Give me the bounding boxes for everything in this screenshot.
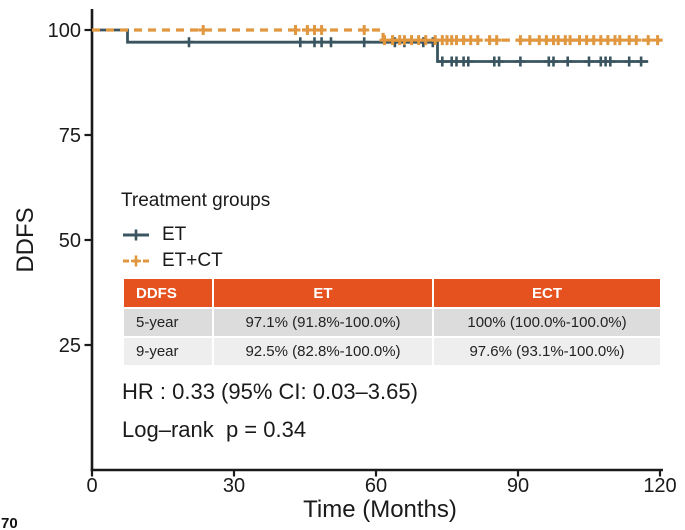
clipped-corner-text: 70: [1, 516, 18, 530]
survival-curve-et: [92, 28, 649, 63]
x-tick-label: 30: [223, 475, 245, 497]
legend-label-et: ET: [162, 224, 187, 245]
table-row-5year-et: 97.1% (91.8%-100.0%): [214, 309, 432, 336]
table-row-9year-ect: 97.6% (93.1%-100.0%): [434, 338, 660, 365]
censor-marks-et: [184, 37, 647, 67]
table-header-et: ET: [214, 279, 432, 307]
x-tick-label: 0: [86, 475, 97, 497]
stats-table: DDFS ET ECT 5-year 97.1% (91.8%-100.0%) …: [124, 279, 660, 365]
y-tick-label: 25: [59, 335, 81, 357]
et-key-plus-icon: [131, 229, 141, 241]
legend-title: Treatment groups: [121, 190, 271, 211]
table-header-ddfs: DDFS: [124, 279, 212, 307]
log-rank-text: Log–rank p = 0.34: [122, 417, 307, 442]
table-row-9year-label: 9-year: [124, 338, 212, 365]
et-solid-line-key-icon: [123, 229, 149, 241]
etct-key-plus-icon: [131, 255, 141, 267]
censor-marks-etct: [198, 25, 663, 46]
y-tick-label: 75: [59, 125, 81, 147]
y-axis-title: DDFS: [12, 207, 39, 272]
x-axis-title: Time (Months): [303, 496, 457, 523]
etct-dashed-line-key-icon: [123, 255, 149, 267]
table-row-9year-et: 92.5% (82.8%-100.0%): [214, 338, 432, 365]
x-tick-label: 120: [643, 475, 676, 497]
y-tick-label: 50: [59, 230, 81, 252]
hazard-ratio-text: HR : 0.33 (95% CI: 0.03–3.65): [122, 379, 418, 404]
x-tick-label: 60: [365, 475, 387, 497]
x-tick-label: 90: [507, 475, 529, 497]
table-row-5year-label: 5-year: [124, 309, 212, 336]
table-header-ect: ECT: [434, 279, 660, 307]
survival-curve-etct: [92, 28, 662, 42]
legend-item-etct: ET+CT: [121, 248, 270, 274]
legend-label-etct: ET+CT: [162, 250, 223, 271]
table-row-5year-ect: 100% (100.0%-100.0%): [434, 309, 660, 336]
chart-legend: Treatment groups ET ET+CT: [121, 190, 270, 274]
y-tick-label: 100: [48, 20, 81, 42]
legend-item-et: ET: [121, 222, 270, 248]
